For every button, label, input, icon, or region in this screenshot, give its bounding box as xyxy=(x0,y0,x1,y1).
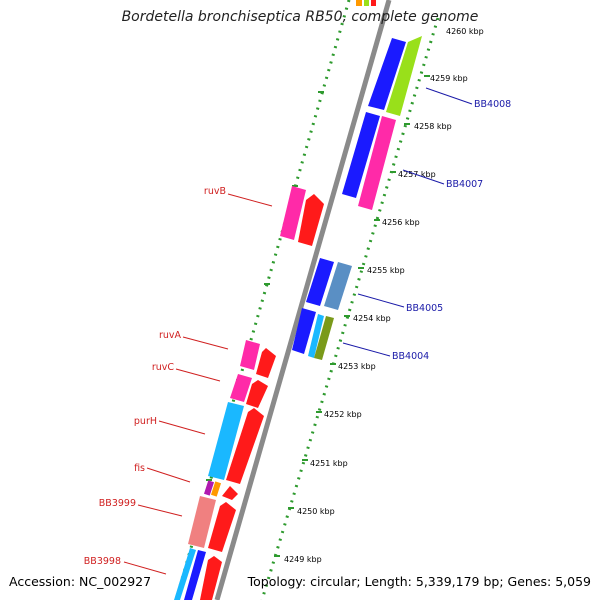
gene-label-BB3999: BB3999 xyxy=(99,498,136,509)
gene-pink xyxy=(230,374,252,402)
outer-genes xyxy=(292,36,422,360)
gene-blue xyxy=(342,112,380,198)
outer-tick-marks xyxy=(274,75,430,557)
outer-tick-rail xyxy=(260,17,440,600)
tick-label: 4251 kbp xyxy=(310,459,348,468)
tick-label: 4253 kbp xyxy=(338,362,376,371)
gene-cyan xyxy=(308,314,324,358)
gene-red xyxy=(200,556,222,600)
tick-label: 4249 kbp xyxy=(284,555,322,564)
gene-label-BB4005: BB4005 xyxy=(406,303,443,314)
gene-steel xyxy=(324,262,352,310)
gene-label-purH: purH xyxy=(134,416,157,427)
tick-label: 4252 kbp xyxy=(324,410,362,419)
gene-blue xyxy=(368,38,406,110)
tick-label: 4259 kbp xyxy=(430,74,468,83)
tick-label: 4256 kbp xyxy=(382,218,420,227)
gene-labels-left: ruvB ruvA ruvC purH fis BB3999 BB3998 xyxy=(84,186,226,567)
gene-label-BB3998: BB3998 xyxy=(84,556,121,567)
tick-label: 4250 kbp xyxy=(297,507,335,516)
gene-red xyxy=(222,486,238,500)
gene-blue xyxy=(306,258,334,306)
gene-red xyxy=(226,408,264,484)
gene-label-BB4007: BB4007 xyxy=(446,179,483,190)
gene-label-BB4008: BB4008 xyxy=(474,99,511,110)
gene-sliver-red xyxy=(371,0,376,6)
gene-blue xyxy=(292,308,316,354)
accession-text: Accession: NC_002927 xyxy=(9,574,152,589)
gene-label-BB4004: BB4004 xyxy=(392,351,429,362)
tick-label: 4254 kbp xyxy=(353,314,391,323)
gene-pink xyxy=(280,186,306,240)
gene-label-fis: fis xyxy=(134,463,145,474)
gene-cyan xyxy=(174,548,196,600)
gene-label-ruvB: ruvB xyxy=(204,186,226,197)
label-leader-lines xyxy=(123,87,473,575)
gene-pink xyxy=(358,116,396,210)
gene-red xyxy=(256,348,276,378)
tick-label: 4255 kbp xyxy=(367,266,405,275)
gene-red xyxy=(208,502,236,552)
gene-labels-right: BB4008 BB4007 BB4005 BB4004 xyxy=(392,99,511,362)
genome-summary-text: Topology: circular; Length: 5,339,179 bp… xyxy=(247,574,591,589)
gene-label-ruvA: ruvA xyxy=(159,330,182,341)
gene-salmon xyxy=(188,496,216,548)
tick-label: 4258 kbp xyxy=(414,122,452,131)
inner-genes xyxy=(174,186,324,600)
map-title: Bordetella bronchiseptica RB50, complete… xyxy=(121,9,479,25)
gene-cyan xyxy=(208,402,244,480)
top-edge-genes xyxy=(356,0,376,6)
gene-sliver-green xyxy=(364,0,369,6)
gene-red xyxy=(298,194,324,246)
gene-sliver-orange xyxy=(356,0,362,6)
gene-olive xyxy=(314,316,334,360)
gene-red xyxy=(246,380,268,408)
gene-orange xyxy=(210,481,222,497)
gene-purple xyxy=(203,480,215,496)
tick-label: 4260 kbp xyxy=(446,27,484,36)
gene-blue xyxy=(184,550,206,600)
gene-green xyxy=(386,36,422,116)
gene-pink xyxy=(240,340,260,370)
genome-backbone xyxy=(214,0,392,600)
gene-label-ruvC: ruvC xyxy=(152,362,175,373)
